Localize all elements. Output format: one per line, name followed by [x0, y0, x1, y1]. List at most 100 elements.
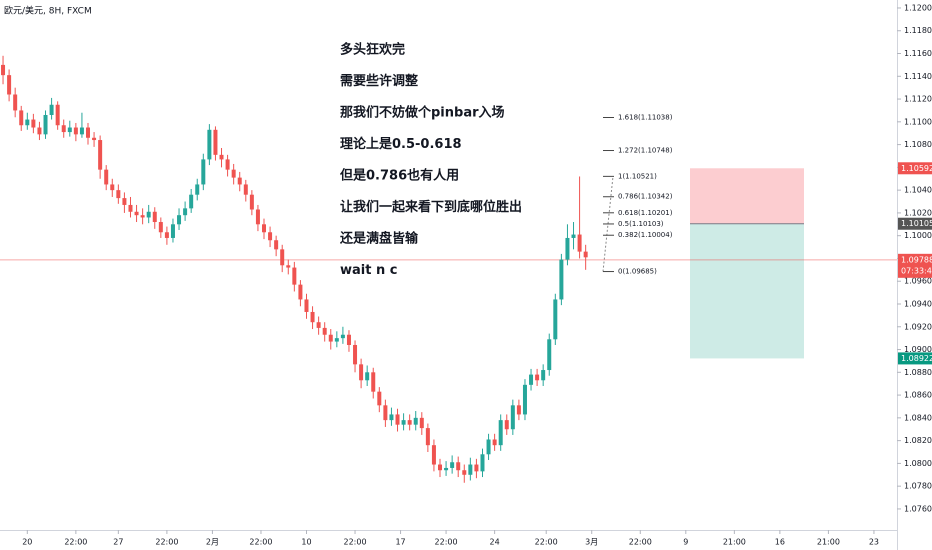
y-tick-label: 1.12000: [904, 3, 932, 12]
x-tick-label: 22:00: [344, 538, 367, 547]
candle-body: [571, 234, 576, 238]
candle-body: [280, 249, 285, 266]
candle-body: [316, 322, 321, 328]
candle-body: [116, 190, 121, 199]
candle-body: [383, 405, 388, 421]
countdown-label: 07:33:41: [901, 266, 932, 275]
candle-body: [183, 208, 188, 216]
candle-body: [492, 439, 497, 446]
x-tick-label: 2月: [206, 538, 219, 547]
candle-body: [371, 372, 376, 392]
candle-body: [110, 184, 115, 191]
x-tick-label: 22:00: [155, 538, 178, 547]
candle-body: [61, 125, 66, 133]
y-tick-label: 1.07800: [904, 482, 932, 491]
candle-body: [577, 234, 582, 252]
fib-label: 1.272(1.10748): [618, 147, 673, 155]
y-tick-label: 1.11200: [904, 95, 932, 104]
candle-body: [401, 420, 406, 425]
x-tick-label: 10: [301, 538, 311, 547]
candle-body: [565, 237, 570, 260]
y-tick-label: 1.10200: [904, 208, 932, 217]
candle-body: [128, 204, 133, 212]
fib-label: 1.618(1.11038): [618, 113, 673, 121]
x-tick-label: 16: [775, 538, 785, 547]
x-tick-label: 9: [683, 538, 688, 547]
candle-body: [37, 127, 42, 135]
candle-body: [31, 119, 36, 128]
annotation: 还是满盘皆输: [339, 231, 419, 247]
candle-body: [122, 198, 127, 205]
candle-body: [195, 184, 200, 195]
stop-zone: [690, 168, 804, 224]
fib-label: 0(1.09685): [618, 268, 657, 276]
x-tick-label: 24: [490, 538, 500, 547]
y-tick-label: 1.10800: [904, 140, 932, 149]
candle-body: [522, 384, 527, 415]
annotation: 让我们一起来看下到底哪位胜出: [340, 199, 522, 215]
y-tick-label: 1.08200: [904, 436, 932, 445]
x-tick-label: 21:00: [817, 538, 840, 547]
candle-body: [346, 334, 351, 345]
candle-body: [431, 445, 436, 465]
candle-body: [213, 129, 218, 155]
candle-body: [541, 370, 546, 381]
candle-body: [553, 299, 558, 340]
candle-body: [462, 470, 467, 475]
x-tick-label: 3月: [585, 538, 598, 547]
candle-body: [146, 211, 151, 218]
candle-body: [353, 344, 358, 365]
x-tick-label: 22:00: [629, 538, 652, 547]
candle-body: [304, 299, 309, 312]
y-tick-label: 1.11400: [904, 72, 932, 81]
candle-body: [450, 462, 455, 468]
candle-body: [340, 334, 345, 339]
candle-body: [516, 405, 521, 415]
annotation: 理论上是0.5-0.618: [340, 136, 462, 152]
candle-body: [407, 420, 412, 425]
candle-body: [164, 232, 169, 238]
candle-body: [1, 64, 6, 76]
y-tick-label: 1.08400: [904, 413, 932, 422]
x-tick-label: 22:00: [535, 538, 558, 547]
annotation: 但是0.786也有人用: [339, 168, 459, 184]
y-tick-label: 1.11800: [904, 26, 932, 35]
candle-body: [535, 374, 540, 381]
x-tick-label: 27: [113, 538, 123, 547]
candle-body: [13, 94, 18, 111]
candle-body: [419, 417, 424, 429]
candle-body: [7, 75, 12, 95]
candle-body: [189, 194, 194, 209]
candle-body: [98, 140, 103, 170]
annotation: 需要些许调整: [340, 73, 419, 89]
candle-body: [486, 439, 491, 455]
candle-body: [274, 240, 279, 250]
x-tick-label: 22:00: [64, 538, 87, 547]
candle-body: [444, 467, 449, 471]
candle-body: [413, 417, 418, 425]
entry-price-label: 1.10105: [901, 219, 932, 228]
candle-body: [86, 127, 91, 138]
candle-body: [170, 224, 175, 238]
y-tick-label: 1.09600: [904, 277, 932, 286]
annotation: 那我们不妨做个pinbar入场: [340, 105, 505, 121]
candle-body: [268, 232, 273, 241]
candle-body: [438, 464, 443, 471]
candle-body: [583, 251, 588, 258]
candle-body: [328, 334, 333, 342]
entry-price-tag: [898, 217, 932, 230]
candle-body: [529, 374, 534, 385]
candle-body: [292, 267, 297, 285]
candle-body: [480, 454, 485, 472]
candle-body: [55, 104, 60, 126]
y-tick-label: 1.10400: [904, 186, 932, 195]
candle-body: [225, 159, 230, 170]
candle-body: [510, 405, 515, 430]
candle-body: [237, 177, 242, 185]
candle-body: [158, 222, 163, 233]
annotation: wait n c: [340, 263, 397, 278]
candle-body: [134, 211, 139, 216]
x-tick-label: 17: [395, 538, 405, 547]
